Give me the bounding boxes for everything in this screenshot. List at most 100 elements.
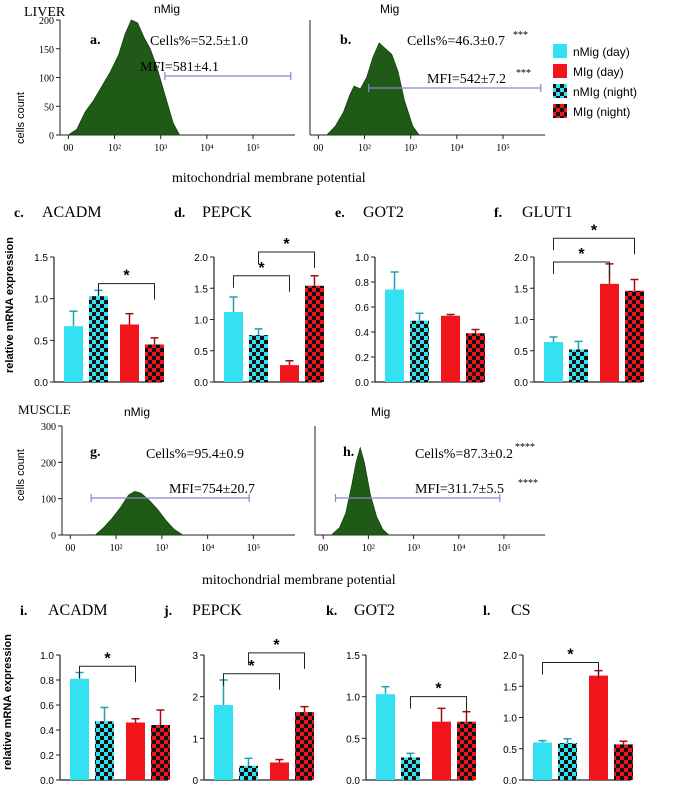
cells-percent-label: Cells%=95.4±0.9 (146, 447, 244, 462)
mfi-significance: *** (516, 68, 531, 79)
y-tick-label: 0.6 (40, 701, 54, 712)
bar (625, 290, 644, 382)
bar (614, 744, 633, 780)
y-tick-label: 0.5 (503, 745, 517, 756)
muscle-section-label: MUSCLE (18, 402, 71, 417)
histogram-panel-b: 00 10² 10³ 10⁴ 10⁵ b. Cells%=46.3±0.7 *** MFI=54… (309, 2, 545, 154)
y-tick-label: 1.0 (346, 693, 360, 704)
bar (544, 342, 563, 382)
y-tick-label: 0.2 (355, 353, 369, 364)
bar-panel-k: k. GOT2 0.0 0.5 1.0 1.5 * (326, 602, 476, 787)
x-tick-label: 10³ (407, 543, 420, 554)
y-tick-label: 1.0 (355, 253, 369, 264)
mfi-label: MFI=542±7.2 (427, 72, 506, 87)
significance-star: * (567, 647, 574, 664)
y-tick-label: 0.5 (194, 347, 208, 358)
significance-star: * (283, 236, 290, 253)
legend-label: nMig (day) (573, 45, 630, 59)
bar (270, 762, 289, 780)
y-tick-label: 2.0 (514, 253, 528, 264)
y-tick-label: 100 (41, 495, 56, 506)
legend-swatch (553, 64, 567, 78)
x-tick-label: 10³ (155, 543, 168, 554)
y-tick-label: 1.5 (194, 284, 208, 295)
cells-percent-label: Cells%=87.3±0.2 (415, 447, 513, 462)
significance-bracket (79, 665, 136, 683)
legend: nMig (day) MIg (day) nMIg (night) MIg (nigh… (553, 44, 637, 119)
bar (214, 705, 233, 780)
y-tick-label: 0 (192, 776, 198, 787)
x-tick-label: 10⁴ (450, 143, 464, 154)
x-tick-label: 10⁵ (497, 543, 511, 554)
significance-bracket (98, 283, 155, 300)
bar-panel-l: l. CS 0.0 0.5 1.0 1.5 2.0 * (483, 602, 633, 787)
y-tick-label: 0.8 (355, 278, 369, 289)
panel-letter: e. (335, 206, 345, 221)
panel-letter: l. (483, 604, 490, 619)
y-tick-label: 0.0 (503, 776, 517, 787)
x-tick-label: 10⁵ (496, 143, 510, 154)
cells-significance: **** (515, 442, 535, 453)
legend-label: nMIg (night) (573, 85, 637, 99)
panel-title: GOT2 (363, 204, 404, 221)
bar (569, 349, 588, 382)
bar (126, 722, 145, 780)
panel-title: PEPCK (202, 204, 252, 221)
y-tick-label: 0.6 (355, 303, 369, 314)
x-tick-label: 10⁵ (246, 143, 260, 154)
panel-letter: b. (340, 33, 351, 48)
y-tick-label: 0.0 (514, 378, 528, 389)
significance-bracket (542, 662, 599, 679)
panel-title: GOT2 (354, 602, 395, 619)
y-tick-label: 50 (44, 102, 54, 113)
bar (385, 289, 404, 382)
y-tick-label: 150 (39, 45, 54, 56)
histogram-area (325, 42, 420, 136)
x-tick-label: 10² (108, 143, 121, 154)
flow-ylabel-liver: cells count (15, 92, 27, 144)
significance-star: * (248, 658, 255, 675)
mfi-label: MFI=754±20.7 (169, 482, 255, 497)
bar (600, 283, 619, 382)
mfi-label: MFI=311.7±5.5 (415, 482, 504, 497)
flow-xlabel-muscle: mitochondrial membrane potential (202, 573, 396, 588)
group-label: Mig (380, 2, 399, 16)
y-tick-label: 1.0 (514, 316, 528, 327)
bar (145, 344, 164, 382)
flow-ylabel-muscle: cells count (15, 449, 27, 501)
significance-star: * (123, 268, 130, 285)
y-tick-label: 200 (41, 458, 56, 469)
significance-star: * (578, 246, 585, 263)
panel-letter: g. (90, 445, 101, 460)
x-tick-label: 10² (358, 143, 371, 154)
y-tick-label: 1.5 (503, 682, 517, 693)
y-tick-label: 0.0 (194, 378, 208, 389)
group-label: Mig (371, 405, 390, 419)
panel-title: PEPCK (192, 602, 242, 619)
x-tick-label: 00 (63, 143, 73, 154)
histogram-panel-a: 0 50 100 150 200 00 10² 10³ 10⁴ 10⁵ a. Cells%=52.5±… (39, 2, 295, 154)
bar (120, 324, 139, 382)
y-tick-label: 1.5 (346, 651, 360, 662)
significance-bracket (248, 652, 305, 669)
y-tick-label: 2.0 (194, 253, 208, 264)
bar (224, 312, 243, 382)
significance-bracket (553, 237, 635, 255)
y-tick-label: 2.0 (503, 651, 517, 662)
bar (151, 725, 170, 780)
legend-label: MIg (night) (573, 105, 630, 119)
x-tick-label: 10⁵ (247, 543, 261, 554)
panel-letter: c. (14, 206, 24, 221)
cells-significance: *** (513, 30, 528, 41)
mfi-significance: **** (518, 478, 538, 489)
y-tick-label: 0.0 (40, 776, 54, 787)
bar-panel-d: d. PEPCK 0.0 0.5 1.0 1.5 2.0 * * (174, 204, 324, 389)
histogram-area (94, 490, 185, 536)
y-tick-label: 0.8 (40, 676, 54, 687)
y-tick-label: 0.0 (34, 378, 48, 389)
y-tick-label: 0.5 (514, 347, 528, 358)
y-tick-label: 1.0 (194, 316, 208, 327)
legend-label: MIg (day) (573, 65, 624, 79)
bar-panel-e: e. GOT2 0.0 0.2 0.4 0.6 0.8 1.0 (335, 204, 485, 389)
y-tick-label: 0.0 (355, 378, 369, 389)
